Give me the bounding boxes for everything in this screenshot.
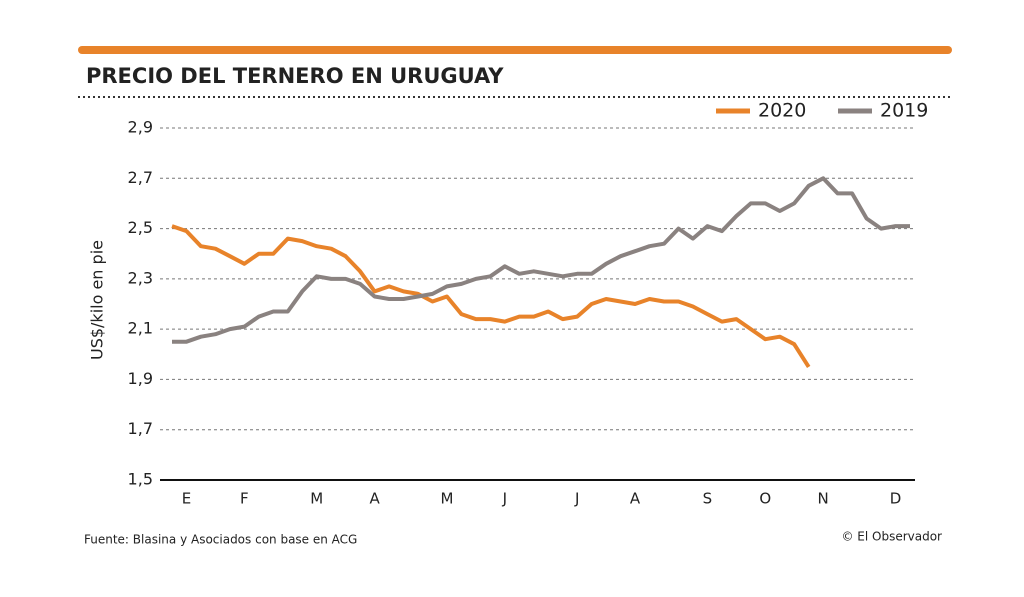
y-tick-label: 1,9 bbox=[128, 369, 153, 388]
x-tick-label: A bbox=[369, 490, 380, 508]
x-tick-label: O bbox=[759, 490, 771, 508]
x-tick-label: F bbox=[240, 490, 249, 508]
x-tick-label: J bbox=[574, 490, 579, 508]
source: Fuente: Blasina y Asociados con base en … bbox=[84, 533, 357, 547]
series-line bbox=[171, 224, 811, 368]
x-tick-label: J bbox=[502, 490, 507, 508]
legend-label: 2020 bbox=[758, 100, 806, 122]
top-bar bbox=[78, 46, 952, 54]
x-tick-label: S bbox=[703, 490, 713, 508]
legend-label: 2019 bbox=[880, 100, 928, 122]
credit: © El Observador bbox=[841, 530, 942, 544]
x-tick-label: E bbox=[182, 490, 191, 508]
y-tick-label: 1,7 bbox=[128, 419, 153, 438]
x-tick-label: M bbox=[440, 490, 453, 508]
y-tick-label: 2,1 bbox=[128, 319, 153, 338]
y-axis-label: US$/kilo en pie bbox=[88, 240, 107, 360]
series-line bbox=[172, 176, 910, 344]
y-tick-label: 2,9 bbox=[128, 118, 153, 137]
y-tick-label: 2,7 bbox=[128, 168, 153, 187]
x-tick-label: A bbox=[630, 490, 641, 508]
x-tick-label: D bbox=[890, 490, 902, 508]
y-tick-label: 2,5 bbox=[128, 218, 153, 237]
chart-title: PRECIO DEL TERNERO EN URUGUAY bbox=[86, 64, 504, 88]
y-tick-label: 2,3 bbox=[128, 268, 153, 287]
y-tick-label: 1,5 bbox=[128, 470, 153, 489]
x-tick-label: M bbox=[310, 490, 323, 508]
x-tick-label: N bbox=[818, 490, 829, 508]
